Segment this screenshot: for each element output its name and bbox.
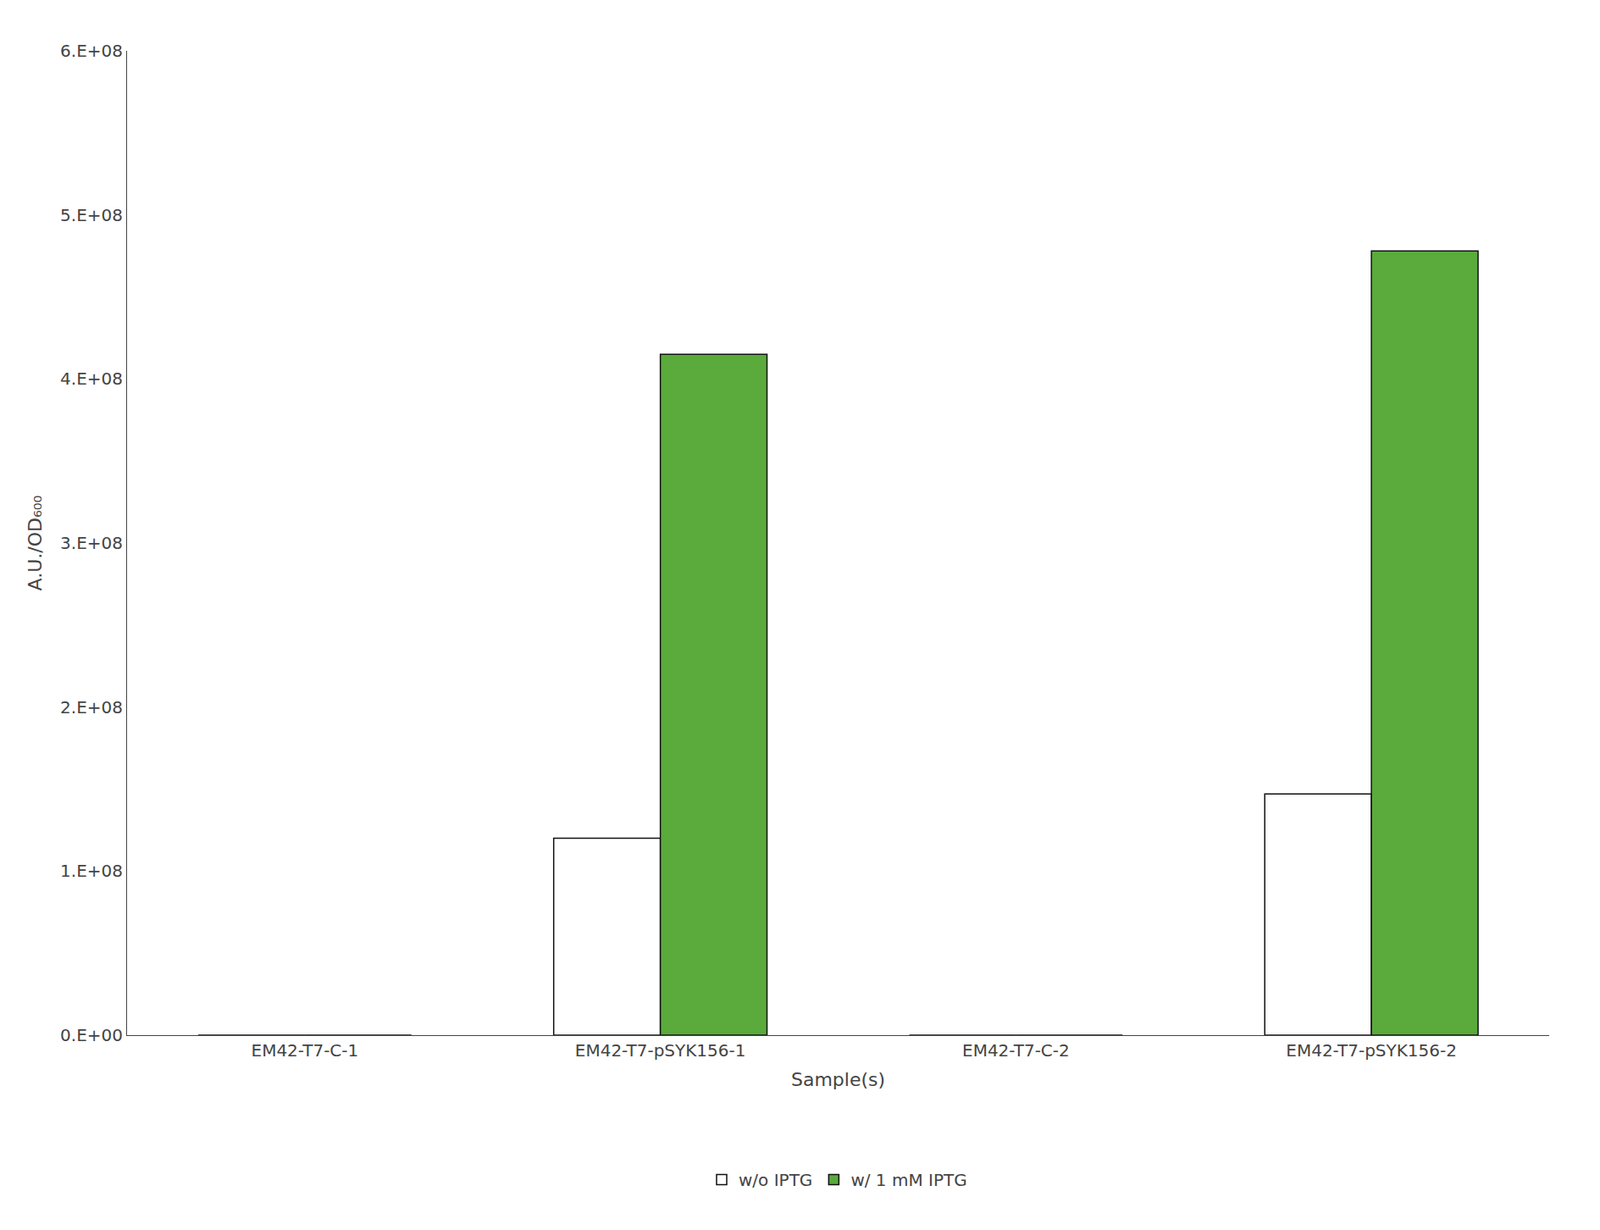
svg-text:Sample(s): Sample(s) (791, 1068, 886, 1091)
svg-text:3.E+08: 3.E+08 (60, 532, 123, 554)
svg-text:2.E+08: 2.E+08 (60, 697, 123, 718)
svg-text:EM42-T7-C-1: EM42-T7-C-1 (250, 1040, 359, 1061)
svg-text:A.U./OD₆₀₀: A.U./OD₆₀₀ (24, 494, 46, 591)
svg-text:4.E+08: 4.E+08 (60, 368, 123, 389)
svg-text:5.E+08: 5.E+08 (60, 204, 123, 226)
svg-text:EM42-T7-pSYK156-1: EM42-T7-pSYK156-1 (575, 1040, 747, 1061)
svg-text:0.E+00: 0.E+00 (60, 1024, 123, 1046)
svg-text:6.E+08: 6.E+08 (60, 40, 123, 61)
svg-text:w/o IPTG: w/o IPTG (738, 1169, 813, 1191)
svg-text:w/ 1 mM IPTG: w/ 1 mM IPTG (850, 1169, 967, 1191)
svg-text:EM42-T7-C-2: EM42-T7-C-2 (962, 1040, 1070, 1061)
svg-text:EM42-T7-pSYK156-2: EM42-T7-pSYK156-2 (1285, 1040, 1457, 1061)
svg-text:1.E+08: 1.E+08 (60, 860, 123, 881)
